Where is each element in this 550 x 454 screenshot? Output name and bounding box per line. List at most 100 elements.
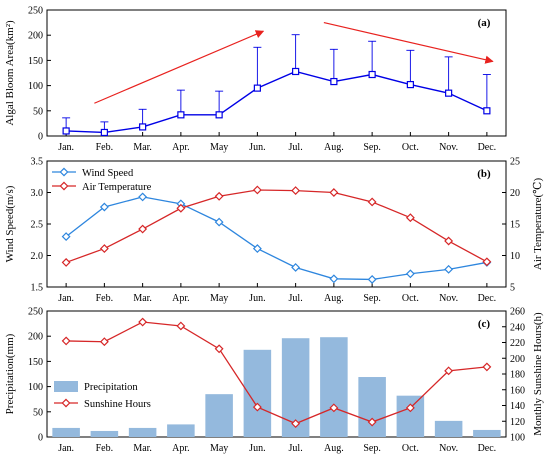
x-tick-label: Sep.	[363, 293, 381, 304]
y2-tick-label: 15	[510, 220, 520, 231]
panel-label: (b)	[477, 168, 491, 180]
y-tick-label: 2.0	[31, 251, 44, 262]
x-tick-label: Jul.	[289, 293, 303, 304]
bloom-area-point	[62, 127, 70, 135]
y-tick-label: 150	[28, 357, 43, 368]
y2-tick-label: 100	[510, 433, 525, 444]
y2-tick-label: 260	[510, 307, 525, 318]
air-temperature-point	[405, 213, 415, 223]
wind-speed-point	[138, 192, 148, 202]
y-tick-label: 3.5	[31, 157, 44, 168]
legend-temp-label: Air Temperature	[82, 182, 152, 193]
precipitation-bar	[358, 377, 386, 437]
x-tick-label: May	[210, 293, 228, 304]
y-tick-label: 100	[28, 81, 43, 92]
bloom-area-point	[368, 70, 376, 79]
bloom-area-point	[215, 111, 223, 119]
air-temperature-point	[252, 185, 262, 195]
x-tick-label: Apr.	[172, 293, 190, 304]
air-temperature-line	[65, 189, 488, 264]
y-tick-label: 0	[38, 132, 43, 143]
legend-temp-marker	[59, 181, 69, 191]
precipitation-bar	[167, 424, 195, 437]
x-tick-label: Dec.	[478, 443, 497, 454]
bloom-area-point	[139, 123, 147, 131]
y2-tick-label: 120	[510, 417, 525, 428]
y2-tick-label: 180	[510, 370, 525, 381]
x-tick-label: Jan.	[58, 293, 74, 304]
precipitation-bar	[128, 427, 157, 437]
precipitation-bar	[52, 427, 80, 437]
plot-frame	[46, 9, 507, 137]
x-tick-label: Jun.	[249, 293, 265, 304]
panel-label: (a)	[478, 17, 491, 29]
air-temperature-point	[176, 203, 186, 213]
legend-sunshine-label: Sunshine Hours	[84, 399, 151, 410]
panel-b-wind-temperature: 1.5 2.0 2.5 3.0 3.5 5 10 15 20 25 Jan. Feb. Mar. Apr.…	[4, 157, 544, 305]
sunshine-hours-point	[252, 402, 262, 412]
bloom-area-point	[292, 67, 300, 76]
y2-tick-label: 200	[510, 354, 525, 365]
x-tick-label: Mar.	[133, 293, 152, 304]
precipitation-bar	[320, 337, 348, 437]
y2-axis-label: Monthly Sunshine Hours(h)	[532, 312, 544, 436]
y-axis-label: Algal Bloom Area(km²)	[4, 20, 16, 126]
sunshine-hours-point	[291, 419, 301, 429]
x-tick-label: Jun.	[249, 142, 265, 153]
air-temperature-point	[61, 257, 71, 267]
air-temperature-point	[99, 244, 109, 254]
wind-speed-point	[367, 274, 377, 284]
x-tick-label: Dec.	[478, 142, 497, 153]
sunshine-hours-point	[367, 417, 377, 427]
bloom-area-point	[483, 107, 491, 115]
precipitation-bar	[473, 429, 501, 437]
y2-tick-label: 20	[510, 188, 520, 199]
wind-speed-point	[329, 274, 339, 284]
bloom-area-point	[406, 80, 414, 89]
y2-tick-label: 25	[510, 157, 520, 168]
precipitation-bar	[205, 394, 233, 437]
air-temperature-point	[138, 224, 148, 234]
x-tick-label: Aug.	[324, 293, 344, 304]
sunshine-hours-point	[214, 344, 224, 354]
x-tick-label: Feb.	[96, 443, 114, 454]
sunshine-hours-point	[176, 321, 186, 331]
x-tick-label: Dec.	[478, 293, 497, 304]
precipitation-bar	[90, 430, 119, 437]
air-temperature-point	[214, 191, 224, 201]
air-temperature-point	[367, 197, 377, 207]
x-tick-label: May	[210, 443, 228, 454]
air-temperature-point	[329, 188, 339, 197]
wind-speed-point	[252, 244, 262, 254]
x-tick-label: Mar.	[133, 443, 152, 454]
x-tick-label: Jan.	[58, 443, 74, 454]
bloom-area-point	[330, 77, 338, 86]
wind-speed-point	[61, 232, 71, 242]
bloom-area-point	[100, 128, 108, 137]
y-tick-label: 2.5	[31, 220, 44, 231]
precipitation-bar	[396, 395, 425, 437]
wind-speed-point	[291, 263, 301, 272]
x-tick-label: Aug.	[324, 142, 344, 153]
sunshine-hours-point	[329, 403, 339, 413]
y-tick-label: 3.0	[31, 188, 44, 199]
sunshine-hours-point	[61, 336, 71, 346]
legend-sunshine-marker	[61, 398, 71, 408]
legend-precip-swatch	[54, 381, 78, 392]
x-tick-label: Aug.	[324, 443, 344, 454]
legend-wind-marker	[59, 167, 69, 177]
sunshine-hours-point	[99, 337, 109, 347]
x-tick-label: Apr.	[172, 443, 190, 454]
y2-tick-label: 5	[510, 283, 515, 294]
y-tick-label: 50	[33, 106, 43, 117]
y-axis-label: Precipitation(mm)	[4, 333, 16, 414]
y-tick-label: 200	[28, 31, 43, 42]
bloom-area-point	[253, 84, 261, 92]
x-tick-label: May	[210, 142, 228, 153]
y-tick-label: 150	[28, 56, 43, 67]
x-tick-label: Nov.	[439, 443, 458, 454]
x-tick-label: Sep.	[363, 142, 381, 153]
sunshine-hours-point	[138, 317, 148, 327]
bloom-area-point	[177, 111, 185, 119]
air-temperature-point	[482, 257, 492, 267]
